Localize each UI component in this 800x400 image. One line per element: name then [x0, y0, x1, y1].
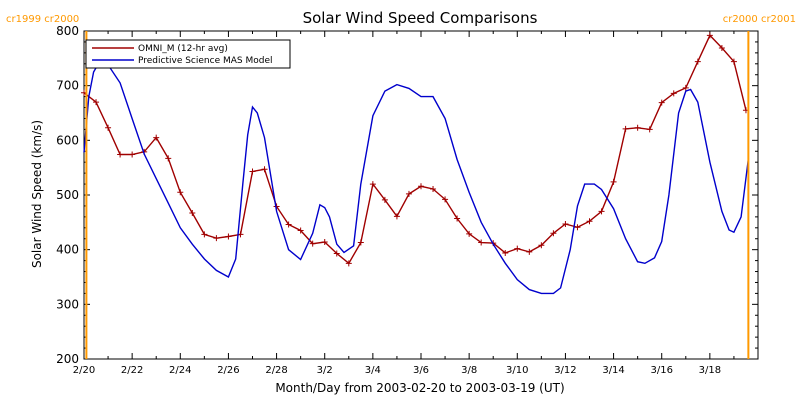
omni-point: [454, 215, 461, 222]
omni-point: [225, 233, 232, 240]
omni-point: [634, 124, 641, 131]
legend-box: [85, 39, 291, 69]
y-axis-label: Solar Wind Speed (km/s): [30, 120, 44, 268]
x-tick-label: 2/20: [73, 365, 95, 376]
rotation-label: cr2000 cr2001: [723, 14, 796, 25]
omni-point: [261, 166, 268, 173]
y-tick-label: 600: [56, 133, 79, 147]
omni-point: [321, 239, 328, 246]
y-tick-label: 700: [56, 79, 79, 93]
omni-point: [718, 44, 725, 51]
legend-label-omni: OMNI_M (12-hr avg): [138, 44, 228, 54]
omni-point: [393, 213, 400, 220]
omni-point: [129, 151, 136, 158]
omni-point: [622, 125, 629, 132]
x-tick-label: 3/6: [413, 365, 429, 376]
legend: OMNI_M (12-hr avg) Predictive Science MA…: [85, 39, 291, 69]
omni-point: [405, 190, 412, 197]
omni-point: [658, 99, 665, 106]
omni-point: [562, 220, 569, 227]
omni-point: [478, 239, 485, 246]
omni-point: [309, 240, 316, 247]
x-tick-label: 3/10: [506, 365, 528, 376]
x-tick-label: 2/28: [265, 365, 287, 376]
omni-point: [430, 185, 437, 192]
x-tick-label: 3/4: [365, 365, 381, 376]
omni-point: [297, 227, 304, 234]
axes: 200 300 400 500 600 700 800 2/20 2/22 2/24 2/26 2/2…: [56, 24, 759, 376]
omni-point: [165, 155, 172, 162]
omni-line: [83, 34, 747, 265]
omni-point: [730, 58, 737, 65]
omni-point: [153, 134, 160, 141]
y-tick-label: 500: [56, 188, 79, 202]
omni-point: [670, 90, 677, 97]
omni-point: [381, 196, 388, 203]
omni-point: [357, 239, 364, 246]
omni-point: [369, 181, 376, 188]
legend-label-mas: Predictive Science MAS Model: [138, 56, 273, 66]
omni-point: [213, 235, 220, 242]
omni-point: [574, 224, 581, 231]
rotation-label: cr1999 cr2000: [6, 14, 79, 25]
mas-model-line: [83, 61, 750, 295]
omni-point: [502, 249, 509, 256]
omni-point: [345, 260, 352, 267]
omni-point: [694, 58, 701, 65]
omni-point: [466, 230, 473, 237]
y-tick-label: 400: [56, 243, 79, 257]
x-tick-label: 2/26: [217, 365, 239, 376]
x-tick-label: 3/18: [699, 365, 721, 376]
rotation-markers: cr1999 cr2000 cr2000 cr2001: [6, 14, 796, 359]
omni-point: [550, 230, 557, 237]
omni-point: [177, 189, 184, 196]
omni-point: [682, 84, 689, 91]
omni-point: [93, 99, 100, 106]
omni-point: [526, 248, 533, 255]
plot-frame: [83, 30, 759, 360]
chart-title: Solar Wind Speed Comparisons: [303, 9, 538, 27]
x-tick-label: 2/22: [121, 365, 143, 376]
omni-point: [105, 124, 112, 131]
x-tick-label: 3/8: [461, 365, 477, 376]
omni-point: [442, 196, 449, 203]
x-tick-label: 2/24: [169, 365, 191, 376]
omni-point: [333, 250, 340, 257]
omni-point: [117, 151, 124, 158]
x-axis-label: Month/Day from 2003-02-20 to 2003-03-19 …: [275, 381, 564, 395]
omni-point: [418, 183, 424, 190]
omni-point: [598, 208, 605, 215]
omni-point: [514, 245, 521, 252]
y-tick-label: 800: [56, 24, 79, 38]
x-tick-label: 3/12: [554, 365, 576, 376]
x-tick-label: 3/2: [317, 365, 333, 376]
omni-point: [586, 218, 593, 225]
omni-point: [189, 210, 196, 217]
omni-point: [249, 168, 256, 175]
y-tick-label: 300: [56, 297, 79, 311]
omni-point: [285, 221, 292, 228]
x-tick-label: 3/16: [650, 365, 672, 376]
omni-point: [538, 242, 545, 249]
plot-area: [83, 30, 759, 360]
x-tick-label: 3/14: [602, 365, 624, 376]
omni-point: [201, 231, 208, 238]
series-layer: [81, 32, 750, 295]
y-tick-label: 200: [56, 352, 79, 366]
omni-point: [646, 126, 653, 133]
omni-point: [610, 178, 617, 185]
omni-point: [706, 32, 713, 39]
